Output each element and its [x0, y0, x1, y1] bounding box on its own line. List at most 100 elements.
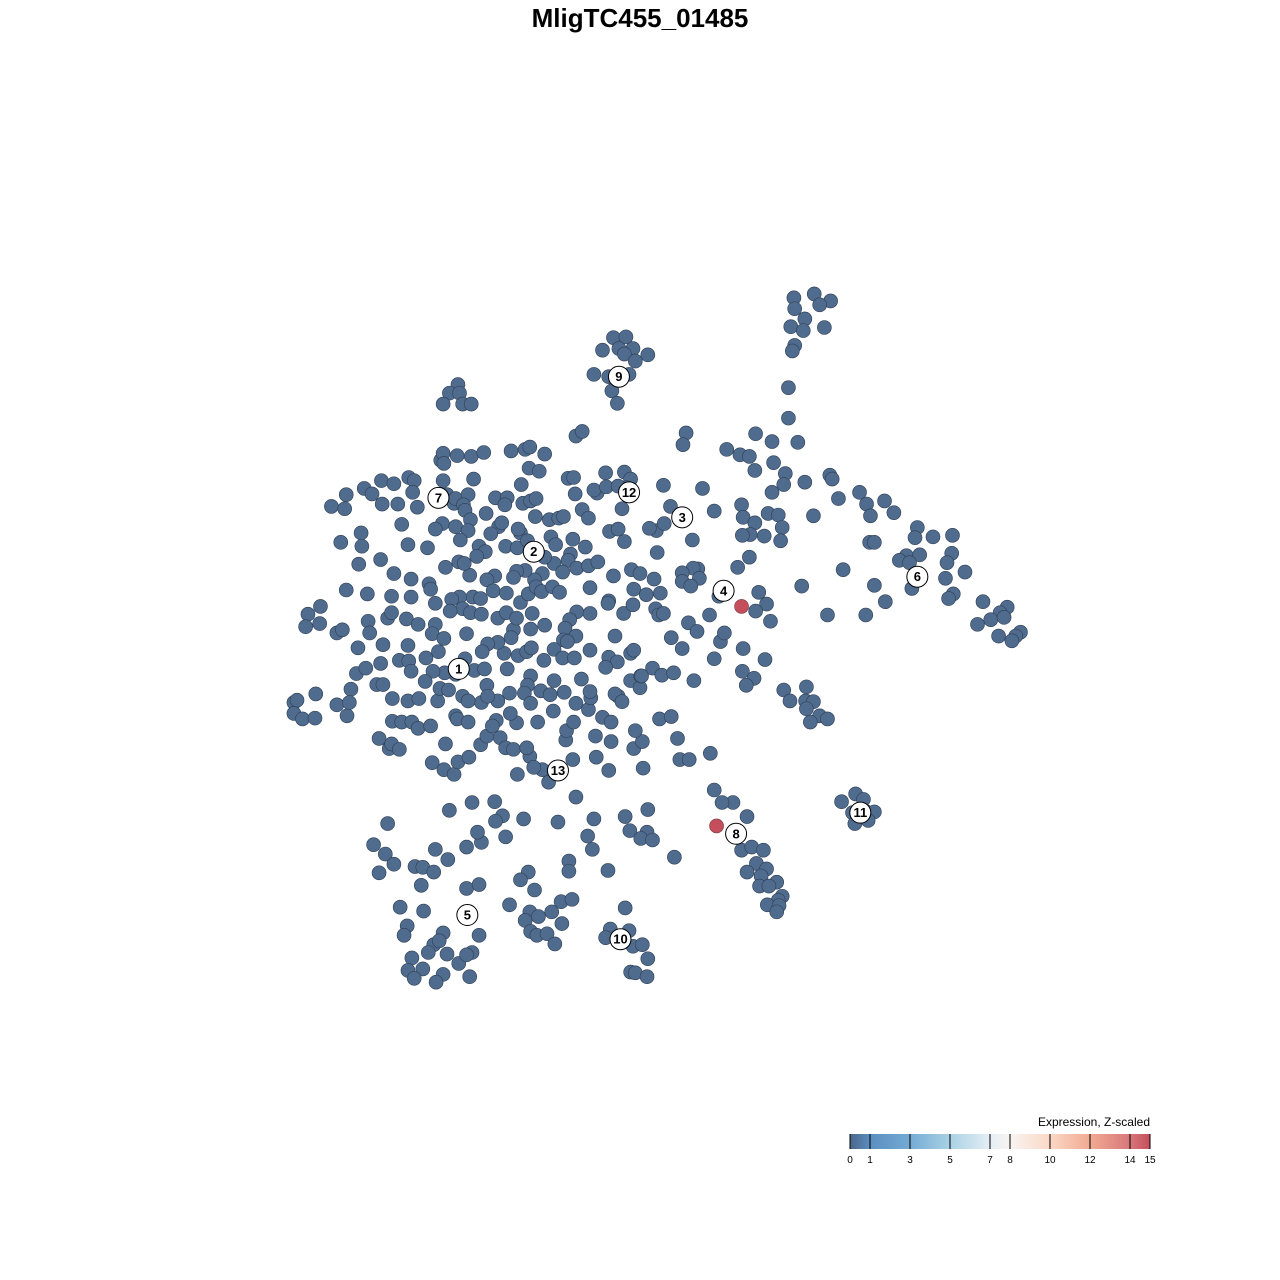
- point: [530, 714, 545, 730]
- point: [459, 626, 474, 642]
- point: [431, 644, 446, 660]
- point: [342, 695, 357, 710]
- point: [459, 881, 474, 896]
- point: [499, 661, 515, 677]
- cluster-label-3: 3: [671, 506, 694, 529]
- cluster-label-text: 9: [615, 369, 622, 384]
- point: [626, 581, 642, 597]
- point: [695, 481, 710, 496]
- cluster-label-6: 6: [906, 565, 929, 588]
- point: [498, 829, 513, 845]
- point: [298, 619, 313, 635]
- point: [528, 509, 543, 524]
- colorbar-tick-label: 0: [847, 1155, 853, 1166]
- point: [799, 701, 814, 717]
- point: [734, 497, 749, 513]
- point: [632, 566, 648, 581]
- point: [460, 693, 476, 709]
- cluster-label-13: 13: [546, 759, 569, 782]
- point: [878, 594, 893, 610]
- point: [785, 343, 800, 359]
- point: [423, 718, 438, 734]
- point: [375, 637, 391, 652]
- point: [957, 564, 973, 580]
- point: [410, 499, 425, 515]
- point: [556, 685, 572, 700]
- point: [441, 682, 456, 698]
- point: [735, 663, 750, 679]
- point: [858, 607, 874, 623]
- point: [335, 622, 350, 638]
- point: [502, 897, 517, 913]
- point: [663, 499, 678, 514]
- point: [431, 933, 447, 949]
- point: [742, 549, 757, 565]
- point: [428, 521, 443, 537]
- point: [404, 950, 420, 966]
- point: [394, 517, 410, 532]
- point: [886, 505, 902, 520]
- point: [996, 610, 1012, 625]
- point: [852, 485, 867, 500]
- point: [463, 396, 479, 412]
- point: [460, 714, 476, 730]
- point: [524, 606, 540, 621]
- point: [312, 616, 327, 631]
- point: [438, 736, 453, 752]
- point: [400, 537, 416, 552]
- point: [410, 617, 426, 632]
- point: [656, 478, 671, 493]
- point: [531, 463, 547, 479]
- cluster-label-badge: [849, 801, 872, 824]
- point: [640, 347, 656, 363]
- point: [374, 496, 390, 512]
- point: [420, 945, 436, 960]
- point: [307, 710, 323, 726]
- point: [403, 663, 419, 679]
- point: [477, 661, 492, 677]
- point: [435, 473, 451, 488]
- point: [983, 612, 999, 627]
- point: [524, 640, 539, 656]
- point: [666, 665, 681, 681]
- point: [638, 587, 654, 602]
- point: [411, 691, 427, 706]
- colorbar-gradient: [850, 1134, 1150, 1149]
- point: [479, 572, 495, 588]
- point: [523, 695, 538, 711]
- point: [769, 904, 785, 920]
- point: [617, 809, 633, 824]
- point: [835, 562, 851, 577]
- point: [735, 641, 751, 656]
- point: [776, 477, 792, 492]
- point: [506, 570, 521, 585]
- point: [503, 706, 518, 721]
- cluster-label-text: 3: [679, 510, 686, 525]
- point: [413, 878, 429, 893]
- point: [831, 491, 846, 506]
- point: [527, 882, 542, 898]
- point: [502, 685, 517, 701]
- point: [783, 319, 799, 335]
- point: [565, 531, 581, 547]
- point-high-expression: [734, 599, 749, 614]
- point: [353, 525, 369, 541]
- point: [582, 684, 598, 699]
- point: [781, 380, 796, 395]
- point: [618, 329, 634, 345]
- point: [474, 606, 489, 622]
- point: [656, 516, 672, 531]
- point: [797, 474, 813, 490]
- cluster-label-text: 2: [530, 544, 537, 559]
- point: [461, 749, 477, 765]
- cluster-label-badge: [447, 657, 470, 680]
- cluster-label-7: 7: [427, 486, 450, 509]
- point: [739, 809, 755, 824]
- point: [371, 731, 387, 746]
- point: [480, 688, 495, 704]
- point: [555, 564, 570, 580]
- point: [578, 539, 593, 555]
- point: [582, 606, 598, 621]
- point: [390, 496, 406, 512]
- point: [561, 863, 577, 879]
